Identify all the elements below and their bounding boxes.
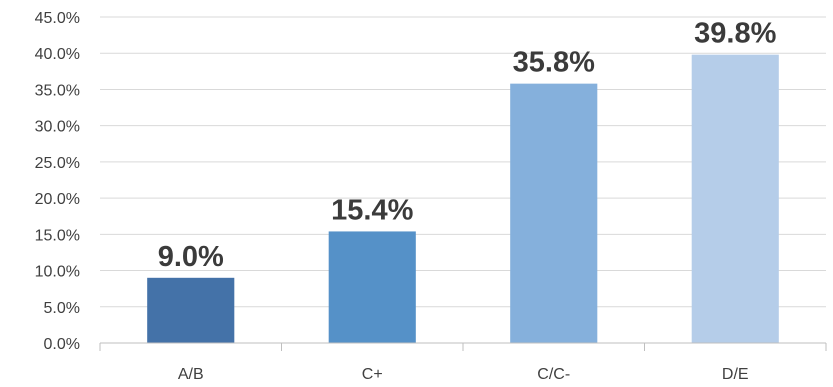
data-labels: 9.0% 15.4% 35.8% 39.8% [158, 18, 777, 273]
y-tick-label: 20.0% [35, 191, 80, 208]
bars [147, 54, 779, 343]
category-label: C+ [362, 366, 383, 383]
bar [147, 277, 235, 343]
y-tick-label: 5.0% [44, 300, 80, 317]
y-tick-label: 25.0% [35, 155, 80, 172]
data-label: 15.4% [331, 194, 413, 226]
category-label: C/C- [537, 366, 570, 383]
category-label: D/E [722, 366, 749, 383]
x-axis [99, 342, 827, 351]
y-axis-tick-labels: 0.0% 5.0% 10.0% 15.0% 20.0% 25.0% 30.0% 35.0% 40… [35, 10, 80, 353]
y-tick-label: 40.0% [35, 46, 80, 63]
category-label: A/B [178, 366, 204, 383]
y-tick-label: 0.0% [44, 336, 80, 353]
x-axis-category-labels: A/B C+ C/C- D/E [178, 366, 749, 383]
y-tick-label: 10.0% [35, 264, 80, 281]
bar [691, 54, 779, 343]
bar [328, 231, 416, 343]
y-tick-label: 35.0% [35, 82, 80, 99]
data-label: 9.0% [158, 241, 224, 273]
data-label: 39.8% [694, 18, 776, 50]
y-tick-label: 15.0% [35, 227, 80, 244]
y-tick-label: 30.0% [35, 119, 80, 136]
gridlines [100, 16, 826, 308]
bar [510, 83, 598, 343]
y-tick-label: 45.0% [35, 10, 80, 27]
data-label: 35.8% [513, 47, 595, 79]
